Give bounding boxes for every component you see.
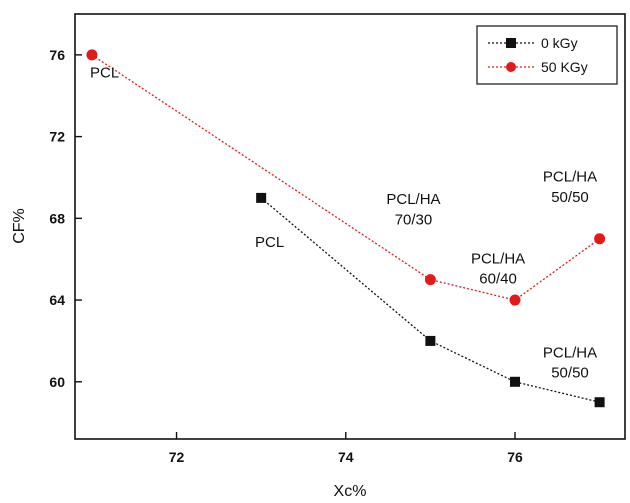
plot-frame	[74, 13, 626, 440]
annotation-label: PCL/HA 50/50	[543, 344, 597, 381]
annotation-label: PCL/HA 60/40	[471, 250, 525, 287]
legend-marker-0kgy	[506, 38, 516, 48]
y-tick-label: 64	[49, 292, 65, 308]
y-tick-label: 72	[49, 129, 65, 145]
data-point-0kgy	[256, 192, 267, 203]
series-layer	[86, 49, 606, 408]
data-point-50kgy	[509, 294, 521, 306]
legend: 0 kGy 50 KGy	[476, 25, 618, 85]
x-tick-label: 74	[338, 449, 354, 465]
annotation-line: PCL/HA	[543, 169, 597, 186]
annotation-line: PCL/HA	[386, 191, 440, 208]
annotation-line: 60/40	[479, 271, 517, 288]
data-point-50kgy	[594, 233, 606, 245]
annotation-label: PCL/HA 50/50	[543, 169, 597, 206]
annotation-label: PCL/HA 70/30	[386, 191, 440, 228]
data-point-0kgy	[594, 397, 605, 408]
annotation-line: PCL	[90, 64, 119, 81]
legend-label-50kgy: 50 KGy	[541, 59, 588, 75]
annotation-line: 50/50	[551, 365, 589, 382]
annotation-line: PCL/HA	[543, 344, 597, 361]
annotation-label: PCL	[255, 234, 284, 251]
y-axis-title: CF%	[11, 208, 28, 244]
annotation-line: PCL	[255, 234, 284, 251]
series-line-0	[260, 197, 600, 403]
data-point-50kgy	[424, 274, 436, 286]
legend-box	[476, 25, 618, 85]
x-tick-label: 76	[507, 449, 523, 465]
data-point-0kgy	[510, 376, 520, 387]
annotation-line: 50/50	[551, 189, 589, 206]
series-line-1	[91, 54, 600, 301]
legend-marker-50kgy	[506, 62, 516, 72]
axis-ticks: 72 74 76 60 64 68 72 76	[49, 47, 523, 465]
annotation-label: PCL	[90, 64, 119, 81]
legend-label-0kgy: 0 kGy	[541, 35, 578, 51]
annotation-line: PCL/HA	[471, 250, 525, 267]
y-tick-label: 68	[49, 210, 65, 226]
x-axis-title: Xc%	[334, 483, 367, 500]
data-point-50kgy	[86, 49, 98, 61]
data-point-0kgy	[425, 335, 436, 346]
annotation-line: 70/30	[395, 211, 433, 228]
x-tick-label: 72	[169, 449, 185, 465]
y-tick-label: 60	[49, 374, 65, 390]
y-tick-label: 76	[49, 47, 65, 63]
